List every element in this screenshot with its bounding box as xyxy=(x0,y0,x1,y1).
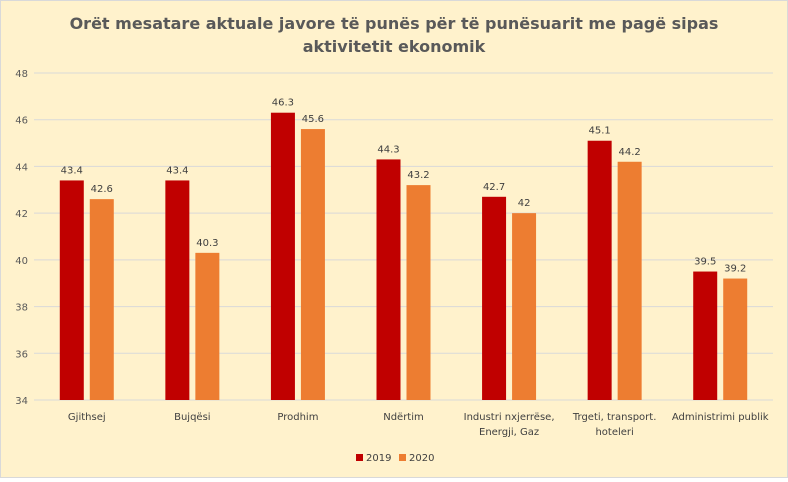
bar-2020 xyxy=(512,213,537,400)
x-tick-label: hoteleri xyxy=(595,427,633,438)
data-label: 43.4 xyxy=(166,165,188,176)
data-label: 44.3 xyxy=(377,144,399,155)
x-tick-label: Gjithsej xyxy=(68,412,106,423)
data-label: 46.3 xyxy=(272,98,294,109)
y-tick-label: 34 xyxy=(15,396,28,407)
data-label: 39.2 xyxy=(724,264,746,275)
data-label: 42 xyxy=(518,198,531,209)
chart-title: aktivitetit ekonomik xyxy=(303,37,486,56)
chart-title: Orët mesatare aktuale javore të punës pë… xyxy=(70,14,719,33)
bar-2020 xyxy=(300,129,325,401)
data-label: 45.1 xyxy=(589,126,611,137)
legend-label: 2020 xyxy=(409,453,434,464)
data-label: 39.5 xyxy=(694,257,716,268)
x-tick-label: Prodhim xyxy=(277,412,318,423)
data-label: 42.6 xyxy=(91,184,113,195)
x-tick-label: Energji, Gaz xyxy=(479,427,539,438)
y-tick-label: 48 xyxy=(15,69,28,80)
y-tick-label: 36 xyxy=(15,349,28,360)
legend-label: 2019 xyxy=(366,453,391,464)
y-tick-label: 38 xyxy=(15,303,28,314)
bar-2019 xyxy=(165,180,190,400)
x-tick-label: Bujqësi xyxy=(174,412,210,423)
bar-2019 xyxy=(376,159,401,400)
bar-2019 xyxy=(587,140,612,400)
y-tick-label: 44 xyxy=(15,162,28,173)
bar-2019 xyxy=(482,196,507,400)
x-tick-label: Ndërtim xyxy=(383,412,424,423)
x-tick-label: Trgeti, transport. xyxy=(572,412,657,423)
data-label: 40.3 xyxy=(196,238,218,249)
bar-2019 xyxy=(59,180,84,400)
x-tick-label: Industri nxjerrëse, xyxy=(464,412,555,423)
bar-2020 xyxy=(89,199,114,400)
data-label: 43.4 xyxy=(61,165,83,176)
bar-2019 xyxy=(270,112,295,400)
data-label: 43.2 xyxy=(407,170,429,181)
bar-2020 xyxy=(195,252,220,400)
bar-2020 xyxy=(406,185,431,400)
y-tick-label: 46 xyxy=(15,116,28,127)
y-tick-label: 40 xyxy=(15,256,28,267)
bar-2020 xyxy=(723,278,748,400)
y-tick-label: 42 xyxy=(15,209,28,220)
bar-2019 xyxy=(693,271,718,400)
x-tick-label: Administrimi publik xyxy=(672,412,769,423)
legend-swatch-2020 xyxy=(399,454,406,461)
data-label: 45.6 xyxy=(302,114,324,125)
bar-2020 xyxy=(617,161,642,400)
data-label: 42.7 xyxy=(483,182,505,193)
legend-swatch-2019 xyxy=(356,454,363,461)
data-label: 44.2 xyxy=(619,147,641,158)
